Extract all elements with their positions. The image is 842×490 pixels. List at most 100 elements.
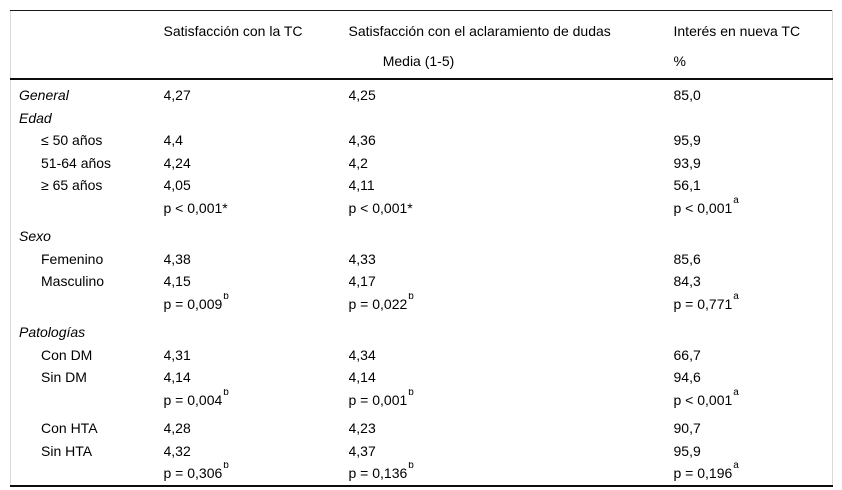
cell-satisfaccion-tc: 4,05 (164, 174, 349, 197)
pvalue-text: p = 0,022 (348, 295, 408, 312)
pvalue-text: p < 0,001* (163, 199, 228, 216)
subheader-percent: % (673, 52, 686, 69)
row-hta-pvalues: p = 0,306b p = 0,136b p = 0,196a (11, 462, 833, 486)
table-body: General 4,27 4,25 85,0 Edad ≤ 50 años 4,… (11, 79, 833, 486)
cell-label: Edad (19, 109, 52, 126)
cell-label: Femenino (41, 250, 104, 267)
cell-value: 4,14 (348, 369, 376, 385)
pvalue-superscript: b (408, 388, 414, 398)
row-edad-pvalues: p < 0,001* p < 0,001* p < 0,001a (11, 197, 833, 220)
cell-value: 4,33 (348, 250, 376, 267)
cell-value: 4,15 (163, 273, 191, 289)
cell-interes: 95,9 (674, 440, 833, 463)
cell-aclaramiento: 4,34 (349, 344, 674, 367)
cell-label (11, 293, 164, 316)
cell-label (11, 389, 164, 412)
cell-satisfaccion-tc (164, 315, 349, 344)
cell-aclaramiento: 4,37 (349, 440, 674, 463)
cell-value: 90,7 (673, 420, 701, 436)
cell-satisfaccion-tc: p = 0,009b (164, 293, 349, 316)
cell-value: 4,28 (163, 420, 191, 436)
cell-value: 4,24 (163, 154, 191, 171)
cell-interes (674, 107, 833, 130)
cell-aclaramiento: 4,23 (349, 411, 674, 440)
pvalue-superscript: b (408, 462, 414, 472)
row-edad-section: Edad (11, 107, 833, 130)
cell-label: Con HTA (41, 420, 98, 436)
row-dm-pvalues: p = 0,004b p = 0,001b p < 0,001a (11, 389, 833, 412)
cell-aclaramiento: 4,36 (349, 129, 674, 152)
results-table: Satisfacción con la TC Satisfacción con … (10, 10, 833, 487)
pvalue-superscript: b (408, 292, 414, 302)
cell-interes: 84,3 (674, 270, 833, 293)
row-general: General 4,27 4,25 85,0 (11, 79, 833, 107)
cell-value: 85,6 (673, 250, 701, 267)
cell-value: 94,6 (673, 369, 701, 385)
cell-aclaramiento: 4,17 (349, 270, 674, 293)
cell-label: 51-64 años (41, 154, 112, 171)
row-masculino: Masculino 4,15 4,17 84,3 (11, 270, 833, 293)
pvalue-text: p = 0,306 (163, 465, 223, 481)
cell-label (11, 462, 164, 486)
row-ge-65-anos: ≥ 65 años 4,05 4,11 56,1 (11, 174, 833, 197)
cell-aclaramiento: 4,25 (349, 79, 674, 107)
pvalue-text: p < 0,001* (348, 199, 413, 216)
cell-value: 4,27 (163, 87, 191, 103)
cell-value: 4,34 (348, 346, 376, 363)
cell-value: 95,9 (673, 442, 701, 459)
cell-satisfaccion-tc: 4,31 (164, 344, 349, 367)
cell-interes (674, 219, 833, 248)
cell-value: 4,38 (163, 250, 191, 267)
header-empty-cell (11, 11, 164, 48)
cell-aclaramiento: p = 0,022b (349, 293, 674, 316)
header-row-titles: Satisfacción con la TC Satisfacción con … (11, 11, 833, 48)
cell-aclaramiento: 4,33 (349, 248, 674, 271)
cell-aclaramiento (349, 315, 674, 344)
cell-value: 4,23 (348, 420, 376, 436)
row-con-dm: Con DM 4,31 4,34 66,7 (11, 344, 833, 367)
pvalue-superscript: a (733, 292, 739, 302)
cell-label: Sin DM (41, 369, 87, 385)
cell-satisfaccion-tc: p = 0,306b (164, 462, 349, 486)
pvalue-text: p = 0,771 (673, 295, 733, 312)
header-satisfaccion-tc: Satisfacción con la TC (163, 23, 303, 39)
cell-value: 4,32 (163, 442, 191, 459)
cell-aclaramiento: p = 0,001b (349, 389, 674, 412)
pvalue-superscript: a (733, 196, 739, 206)
cell-label: General (19, 87, 69, 103)
pvalue-superscript: b (223, 388, 229, 398)
cell-satisfaccion-tc: 4,38 (164, 248, 349, 271)
cell-value: 4,31 (163, 346, 191, 363)
cell-interes: 94,6 (674, 366, 833, 389)
cell-value: 56,1 (673, 177, 701, 193)
cell-satisfaccion-tc: 4,27 (164, 79, 349, 107)
cell-value: 95,9 (673, 132, 701, 148)
header-empty-cell (11, 47, 164, 79)
cell-interes: 56,1 (674, 174, 833, 197)
cell-value: 4,36 (348, 132, 376, 148)
cell-label: Con DM (41, 346, 93, 363)
cell-aclaramiento (349, 107, 674, 130)
row-51-64-anos: 51-64 años 4,24 4,2 93,9 (11, 152, 833, 175)
cell-aclaramiento (349, 219, 674, 248)
cell-value: 4,4 (163, 132, 183, 148)
row-sin-hta: Sin HTA 4,32 4,37 95,9 (11, 440, 833, 463)
cell-interes (674, 315, 833, 344)
cell-interes: 95,9 (674, 129, 833, 152)
cell-aclaramiento: 4,11 (349, 174, 674, 197)
cell-value: 4,05 (163, 177, 191, 193)
table-header: Satisfacción con la TC Satisfacción con … (10, 11, 833, 79)
pvalue-text: p < 0,001 (673, 199, 733, 216)
pvalue-superscript: a (733, 388, 739, 398)
header-interes-nueva-tc: Interés en nueva TC (673, 23, 801, 39)
cell-value: 4,37 (348, 442, 376, 459)
row-con-hta: Con HTA 4,28 4,23 90,7 (11, 411, 833, 440)
row-le-50-anos: ≤ 50 años 4,4 4,36 95,9 (11, 129, 833, 152)
pvalue-superscript: b (223, 292, 229, 302)
pvalue-superscript: b (223, 462, 229, 472)
cell-value: 85,0 (673, 87, 701, 103)
cell-satisfaccion-tc: 4,28 (164, 411, 349, 440)
row-sexo-pvalues: p = 0,009b p = 0,022b p = 0,771a (11, 293, 833, 316)
cell-value: 93,9 (673, 154, 701, 171)
